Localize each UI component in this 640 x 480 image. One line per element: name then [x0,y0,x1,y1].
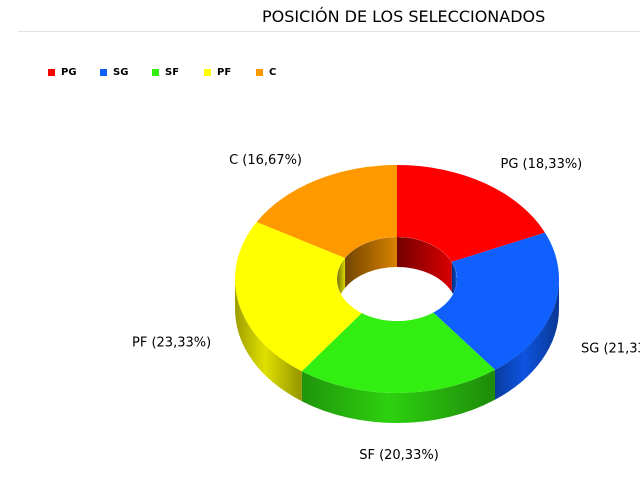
title-bar: POSICIÓN DE LOS SELECCIONADOS [18,0,640,32]
legend-label-sf: SF [165,67,180,78]
slice-label-pg: PG (18,33%) [501,157,583,172]
legend-swatch-sg [100,69,107,76]
slice-pg [397,165,545,262]
legend-label-sg: SG [113,67,129,78]
slice-label-pf: PF (23,33%) [132,336,211,351]
legend-swatch-c [256,69,263,76]
slice-sg [433,232,559,370]
slice-tops [235,165,559,394]
slice-wall-pf [235,279,302,402]
inner-wall-c-1 [345,237,397,289]
slice-sf [301,312,495,394]
slice-walls [235,279,559,424]
slice-label-sf: SF (20,33%) [359,448,439,463]
slice-wall-sg [494,279,559,400]
legend-label-pg: PG [61,67,77,78]
slice-labels: PG (18,33%) SG (21,33 SF (20,33%) PF (23,33… [132,153,640,463]
legend-swatch-pf [204,69,211,76]
legend-label-pf: PF [217,67,232,78]
slice-label-c: C (16,67%) [229,153,302,168]
chart-title: POSICIÓN DE LOS SELECCIONADOS [262,7,546,26]
slice-c [256,165,397,259]
slice-pf [235,222,362,372]
legend-swatch-pg [48,69,55,76]
slice-wall-sf [301,369,495,424]
legend-label-c: C [269,67,277,78]
slice-label-sg: SG (21,33 [581,341,640,356]
legend-swatch-sf [152,69,159,76]
inner-wall-pg-0 [397,237,452,292]
